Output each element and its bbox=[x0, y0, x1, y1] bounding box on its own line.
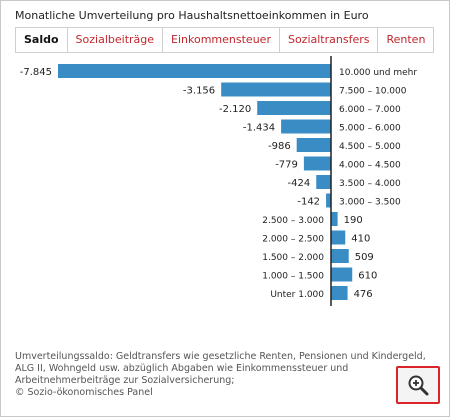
bar-3 bbox=[281, 119, 331, 134]
bar-chart: -7.845 10.000 und mehr -3.156 7.500 – 10.00… bbox=[20, 56, 417, 306]
chart-title: Monatliche Umverteilung pro Haushaltsnet… bbox=[15, 9, 369, 22]
category-label-4: 4.500 – 5.000 bbox=[339, 142, 401, 152]
value-label-2: -2.120 bbox=[219, 104, 251, 115]
category-label-8: 2.500 – 3.000 bbox=[262, 216, 324, 226]
source-text: © Sozio-ökonomisches Panel bbox=[15, 387, 153, 398]
value-label-4: -986 bbox=[268, 141, 291, 152]
tab-bar: Saldo Sozialbeiträge Einkommensteuer Soz… bbox=[15, 27, 435, 53]
footnote: Umverteilungssaldo: Geldtransfers wie ge… bbox=[15, 351, 443, 399]
category-label-11: 1.000 – 1.500 bbox=[262, 272, 324, 282]
value-label-11: 610 bbox=[358, 271, 377, 282]
category-label-9: 2.000 – 2.500 bbox=[262, 235, 324, 245]
zoom-button[interactable] bbox=[396, 366, 440, 404]
category-label-12: Unter 1.000 bbox=[270, 290, 324, 300]
tab-renten[interactable]: Renten bbox=[378, 28, 434, 52]
bar-0 bbox=[58, 64, 331, 78]
tab-sozialtransfers[interactable]: Sozialtransfers bbox=[279, 28, 379, 52]
category-label-5: 4.000 – 4.500 bbox=[339, 161, 401, 171]
bar-6 bbox=[316, 175, 331, 189]
bar-1 bbox=[221, 82, 331, 97]
value-label-9: 410 bbox=[351, 234, 370, 245]
category-label-6: 3.500 – 4.000 bbox=[339, 179, 401, 189]
footnote-text: Umverteilungssaldo: Geldtransfers wie ge… bbox=[15, 351, 426, 386]
value-label-1: -3.156 bbox=[183, 86, 215, 97]
value-label-7: -142 bbox=[297, 197, 320, 208]
bar-5 bbox=[303, 156, 331, 171]
value-label-6: -424 bbox=[288, 178, 311, 189]
bar-7 bbox=[326, 193, 331, 208]
value-label-10: 509 bbox=[355, 252, 374, 263]
category-label-1: 7.500 – 10.000 bbox=[339, 87, 407, 97]
category-label-7: 3.000 – 3.500 bbox=[339, 198, 401, 208]
value-label-0: -7.845 bbox=[20, 67, 52, 78]
bar-2 bbox=[257, 101, 331, 115]
category-label-2: 6.000 – 7.000 bbox=[339, 105, 401, 115]
value-label-12: 476 bbox=[354, 289, 373, 300]
bar-11 bbox=[331, 267, 353, 282]
value-label-8: 190 bbox=[344, 215, 363, 226]
value-label-5: -779 bbox=[275, 160, 298, 171]
bar-9 bbox=[331, 230, 346, 245]
category-label-0: 10.000 und mehr bbox=[339, 68, 417, 78]
bar-8 bbox=[331, 212, 338, 226]
value-label-3: -1.434 bbox=[243, 123, 275, 134]
category-label-10: 1.500 – 2.000 bbox=[262, 253, 324, 263]
tab-saldo[interactable]: Saldo bbox=[16, 28, 68, 52]
bar-10 bbox=[331, 249, 349, 263]
bar-4 bbox=[296, 138, 331, 152]
category-label-3: 5.000 – 6.000 bbox=[339, 124, 401, 134]
tab-sozialbeitraege[interactable]: Sozialbeiträge bbox=[67, 28, 164, 52]
zoom-in-icon bbox=[408, 375, 429, 396]
tab-einkommensteuer[interactable]: Einkommensteuer bbox=[163, 28, 280, 52]
bar-12 bbox=[331, 286, 348, 300]
